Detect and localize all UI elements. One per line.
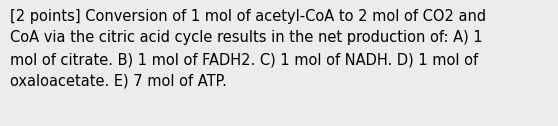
Text: [2 points] Conversion of 1 mol of acetyl-CoA to 2 mol of CO2 and
CoA via the cit: [2 points] Conversion of 1 mol of acetyl…	[10, 9, 486, 89]
